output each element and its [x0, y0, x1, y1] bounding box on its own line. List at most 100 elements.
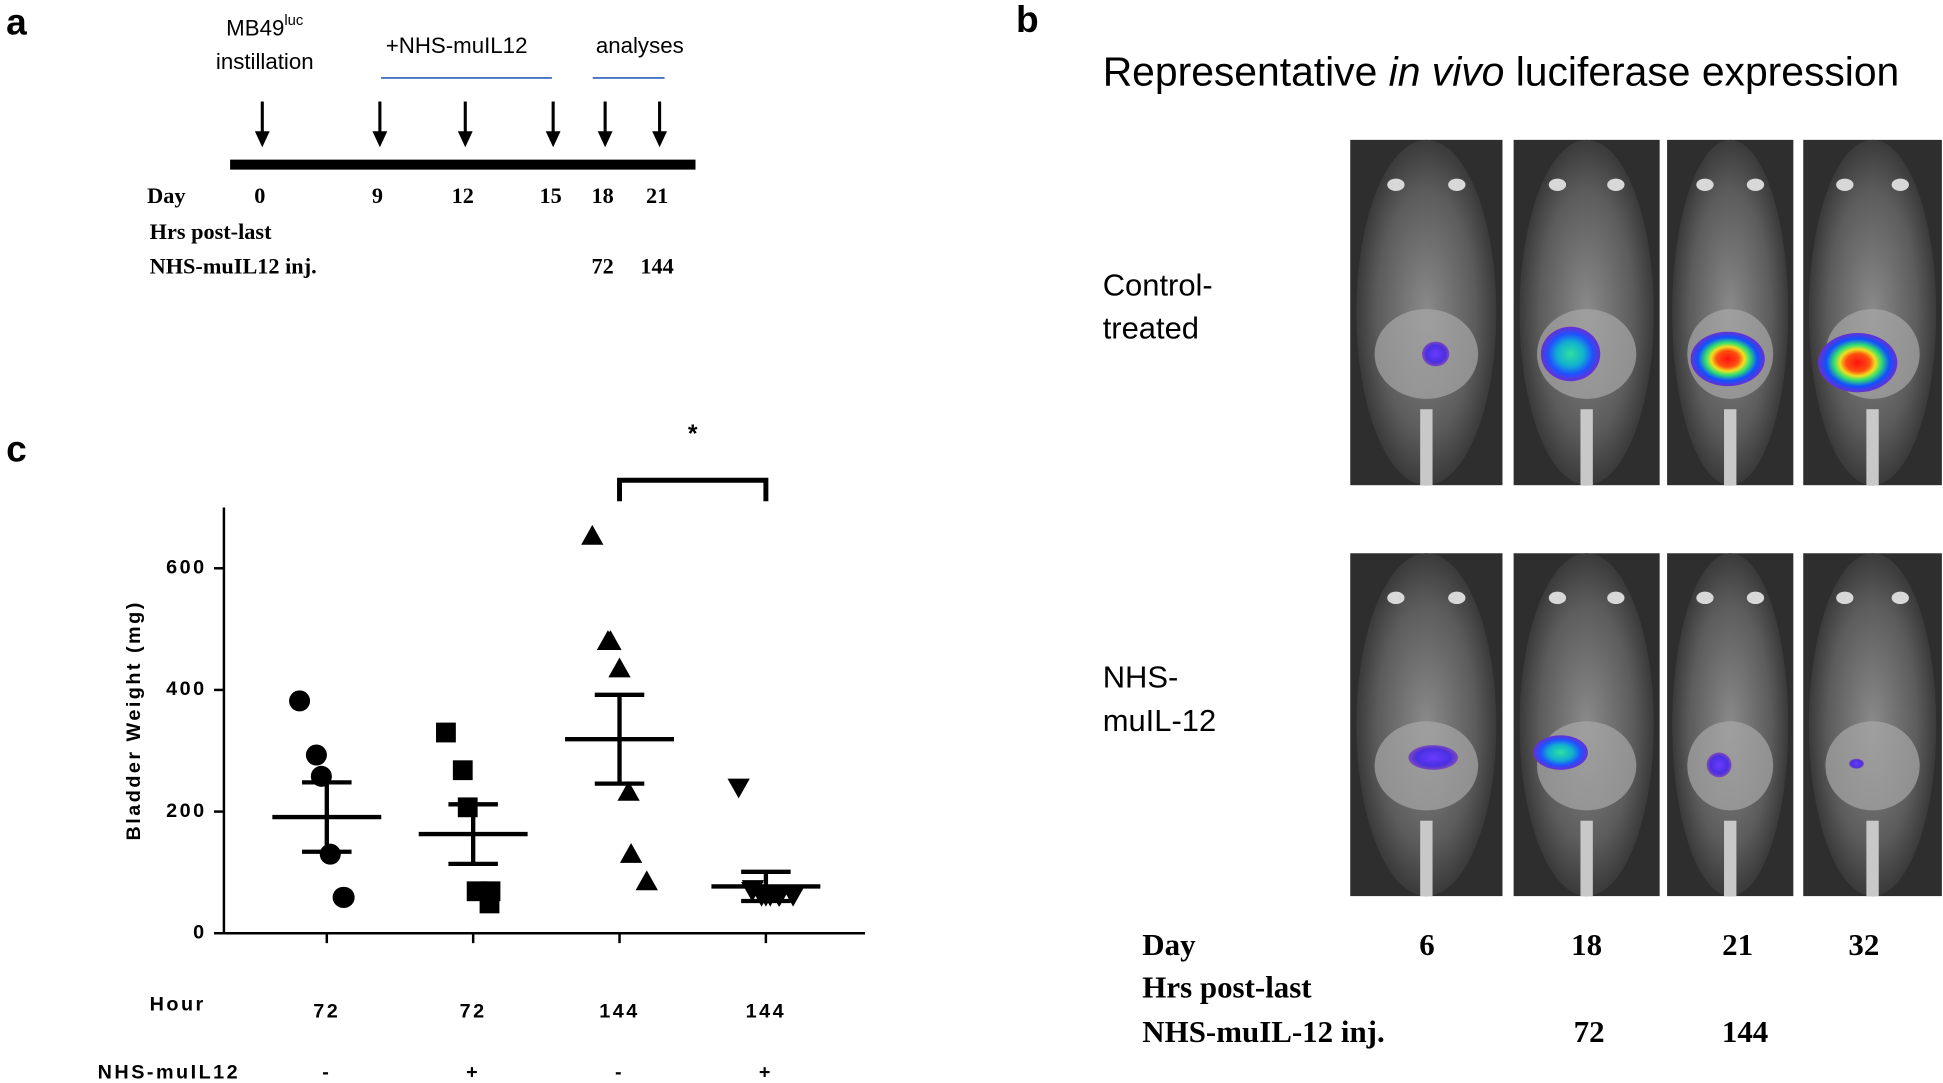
panel-label: c	[6, 428, 27, 470]
arrow-head	[597, 131, 613, 148]
luciferase-signal	[1408, 745, 1458, 770]
row-label: muIL-12	[1103, 703, 1217, 738]
mouse-tail	[1866, 409, 1879, 486]
y-tick-label: 400	[166, 678, 206, 700]
mouse-tail	[1420, 409, 1433, 486]
mouse-tail	[1420, 820, 1433, 897]
hours-label: Hrs post-last	[150, 219, 272, 244]
luciferase-signal	[1818, 332, 1898, 393]
instillation-label: instillation	[216, 49, 314, 74]
treatment-label: +	[466, 1061, 480, 1083]
mouse-ear	[1891, 178, 1909, 191]
data-point	[619, 843, 643, 863]
superscript: luc	[284, 13, 304, 29]
mouse-lower	[1825, 721, 1920, 811]
data-point	[767, 886, 791, 907]
mouse-ear	[1607, 591, 1625, 605]
mouse-ear	[1836, 178, 1854, 191]
mouse-tail	[1580, 409, 1593, 486]
luciferase-signal	[1533, 735, 1588, 770]
y-axis-label: Bladder Weight (mg)	[123, 600, 145, 840]
mouse-ear	[1746, 591, 1765, 605]
data-point	[608, 657, 631, 678]
title-part: Representative	[1103, 48, 1389, 94]
hours-label: NHS-muIL-12 inj.	[1142, 1014, 1384, 1049]
arrow-head	[457, 131, 473, 148]
mouse-ear	[1607, 178, 1625, 191]
day-value: 21	[1722, 927, 1753, 962]
data-point	[289, 690, 311, 712]
luciferase-signal	[1706, 752, 1732, 778]
treatment-label: +	[759, 1061, 773, 1083]
data-point	[781, 886, 805, 907]
hours-value: 72	[1574, 1014, 1605, 1049]
label-part: MB49	[226, 16, 284, 41]
data-point	[635, 870, 658, 891]
arrow-head	[545, 131, 561, 148]
mouse-ear	[1387, 178, 1405, 191]
x-tick-label: 144	[746, 1001, 786, 1023]
arrow-head	[254, 131, 270, 148]
mouse-ear	[1548, 591, 1567, 605]
day-value: 21	[646, 183, 668, 208]
day-value: 18	[1571, 927, 1602, 962]
treatment-label: -	[322, 1061, 331, 1083]
hours-label: Hrs post-last	[1142, 969, 1312, 1004]
panel-label: b	[1016, 0, 1039, 40]
day-value: 9	[372, 183, 383, 208]
luciferase-signal	[1540, 326, 1601, 382]
day-value: 0	[254, 183, 265, 208]
data-point	[617, 780, 640, 801]
instillation-label: MB49luc	[226, 13, 304, 41]
day-value: 6	[1419, 927, 1434, 962]
analyses-label: analyses	[596, 33, 684, 58]
imaging-title: Representative in vivo luciferase expres…	[1103, 48, 1900, 94]
y-tick-label: 600	[166, 557, 206, 579]
data-point	[581, 524, 604, 545]
hours-label: NHS-muIL12 inj.	[150, 254, 317, 279]
data-point	[436, 722, 456, 743]
x-tick-label: 72	[313, 1001, 340, 1023]
panel-label: a	[6, 1, 27, 43]
title-part: in vivo	[1389, 48, 1505, 94]
mouse-ear	[1746, 178, 1765, 191]
data-point	[305, 744, 327, 766]
arrow-head	[372, 131, 388, 148]
luciferase-signal	[1849, 758, 1864, 769]
hours-value: 144	[640, 254, 673, 279]
day-label: Day	[1142, 927, 1196, 962]
mouse-ear	[1696, 178, 1714, 191]
x-tick-label: 72	[460, 1001, 487, 1023]
significance-bracket	[617, 477, 769, 502]
mouse-ear	[1448, 591, 1466, 605]
day-value: 32	[1848, 927, 1879, 962]
mouse-tail	[1866, 820, 1879, 897]
mouse-ear	[1836, 591, 1854, 605]
data-point	[599, 630, 622, 650]
row-label: Control-	[1103, 267, 1213, 302]
treatment-label: -	[615, 1061, 624, 1083]
mouse-ear	[1448, 178, 1466, 191]
data-point	[727, 778, 750, 799]
day-value: 12	[452, 183, 474, 208]
day-label: Day	[147, 183, 185, 208]
x-tick-label: 144	[599, 1001, 639, 1023]
data-point	[333, 886, 355, 908]
day-value: 15	[540, 183, 562, 208]
mouse-ear	[1696, 591, 1714, 605]
luciferase-signal	[1690, 331, 1765, 387]
title-part: luciferase expression	[1504, 48, 1899, 94]
hours-value: 144	[1722, 1014, 1768, 1049]
data-point	[319, 843, 341, 865]
arrow-head	[652, 131, 668, 148]
row-label: NHS-	[1103, 660, 1179, 695]
x-row-label: Hour	[150, 993, 206, 1015]
x-row-label: NHS-muIL12	[98, 1061, 240, 1083]
mouse-tail	[1724, 409, 1737, 486]
data-point	[452, 760, 473, 781]
treatment-label: +NHS-muIL12	[386, 33, 528, 58]
mouse-tail	[1580, 820, 1593, 897]
y-tick-label: 0	[193, 921, 207, 943]
